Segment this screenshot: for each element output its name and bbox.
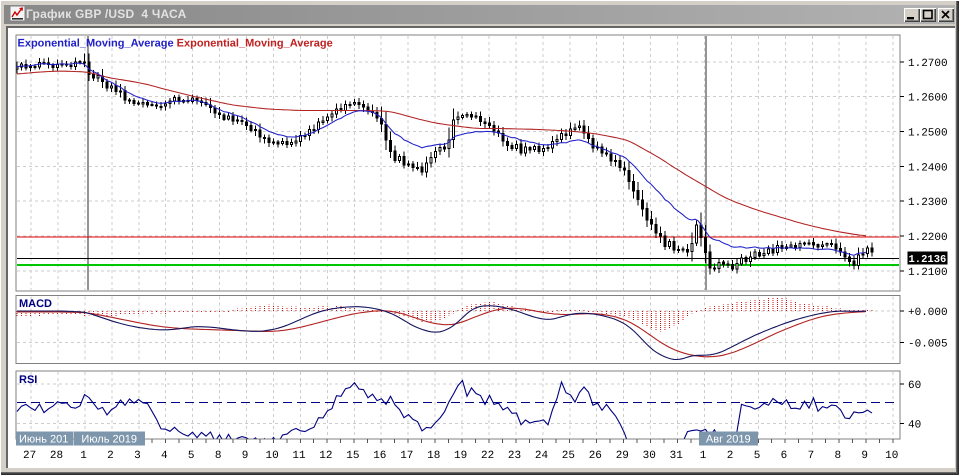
svg-text:-0.005: -0.005: [908, 339, 948, 351]
svg-text:8: 8: [834, 450, 841, 462]
svg-text:6: 6: [781, 450, 788, 462]
svg-text:Июнь 201: Июнь 201: [19, 434, 68, 446]
svg-text:40: 40: [908, 419, 921, 431]
svg-text:15: 15: [346, 450, 359, 462]
svg-text:MACD: MACD: [19, 298, 52, 310]
svg-text:23: 23: [508, 450, 521, 462]
svg-text:4: 4: [161, 450, 168, 462]
svg-text:Июль 2019: Июль 2019: [81, 434, 137, 446]
svg-text:24: 24: [535, 450, 549, 462]
svg-text:5: 5: [754, 450, 761, 462]
svg-text:31: 31: [670, 450, 684, 462]
svg-text:1.2700: 1.2700: [908, 58, 948, 70]
svg-text:25: 25: [562, 450, 575, 462]
svg-text:2: 2: [727, 450, 734, 462]
svg-text:60: 60: [908, 380, 921, 392]
svg-text:26: 26: [589, 450, 602, 462]
svg-text:12: 12: [319, 450, 332, 462]
svg-text:1: 1: [80, 450, 87, 462]
svg-text:9: 9: [861, 450, 868, 462]
svg-text:9: 9: [242, 450, 249, 462]
svg-text:5: 5: [188, 450, 195, 462]
svg-text:1.2600: 1.2600: [908, 93, 948, 105]
svg-text:RSI: RSI: [19, 374, 37, 386]
svg-text:8: 8: [215, 450, 222, 462]
svg-text:19: 19: [454, 450, 467, 462]
svg-text:1: 1: [700, 450, 707, 462]
svg-text:16: 16: [373, 450, 386, 462]
svg-text:2: 2: [107, 450, 114, 462]
svg-text:17: 17: [400, 450, 413, 462]
svg-text:1.2400: 1.2400: [908, 162, 948, 174]
svg-text:22: 22: [481, 450, 494, 462]
svg-text:29: 29: [616, 450, 629, 462]
svg-text:11: 11: [292, 450, 306, 462]
svg-text:1.2500: 1.2500: [908, 127, 948, 139]
svg-text:1.2136: 1.2136: [909, 254, 947, 266]
svg-text:Exponential_Moving_Average Exp: Exponential_Moving_Average Exponential_M…: [18, 38, 333, 50]
svg-text:28: 28: [50, 450, 63, 462]
svg-text:1.2100: 1.2100: [908, 267, 948, 279]
svg-text:+0.000: +0.000: [908, 307, 948, 319]
svg-text:1.2300: 1.2300: [908, 197, 948, 209]
svg-text:Авг 2019: Авг 2019: [706, 434, 751, 446]
svg-text:10: 10: [885, 450, 898, 462]
svg-text:18: 18: [427, 450, 440, 462]
svg-text:10: 10: [265, 450, 278, 462]
svg-text:30: 30: [643, 450, 656, 462]
svg-text:3: 3: [134, 450, 141, 462]
svg-text:1.2200: 1.2200: [908, 232, 948, 244]
svg-text:7: 7: [808, 450, 815, 462]
svg-text:27: 27: [23, 450, 36, 462]
